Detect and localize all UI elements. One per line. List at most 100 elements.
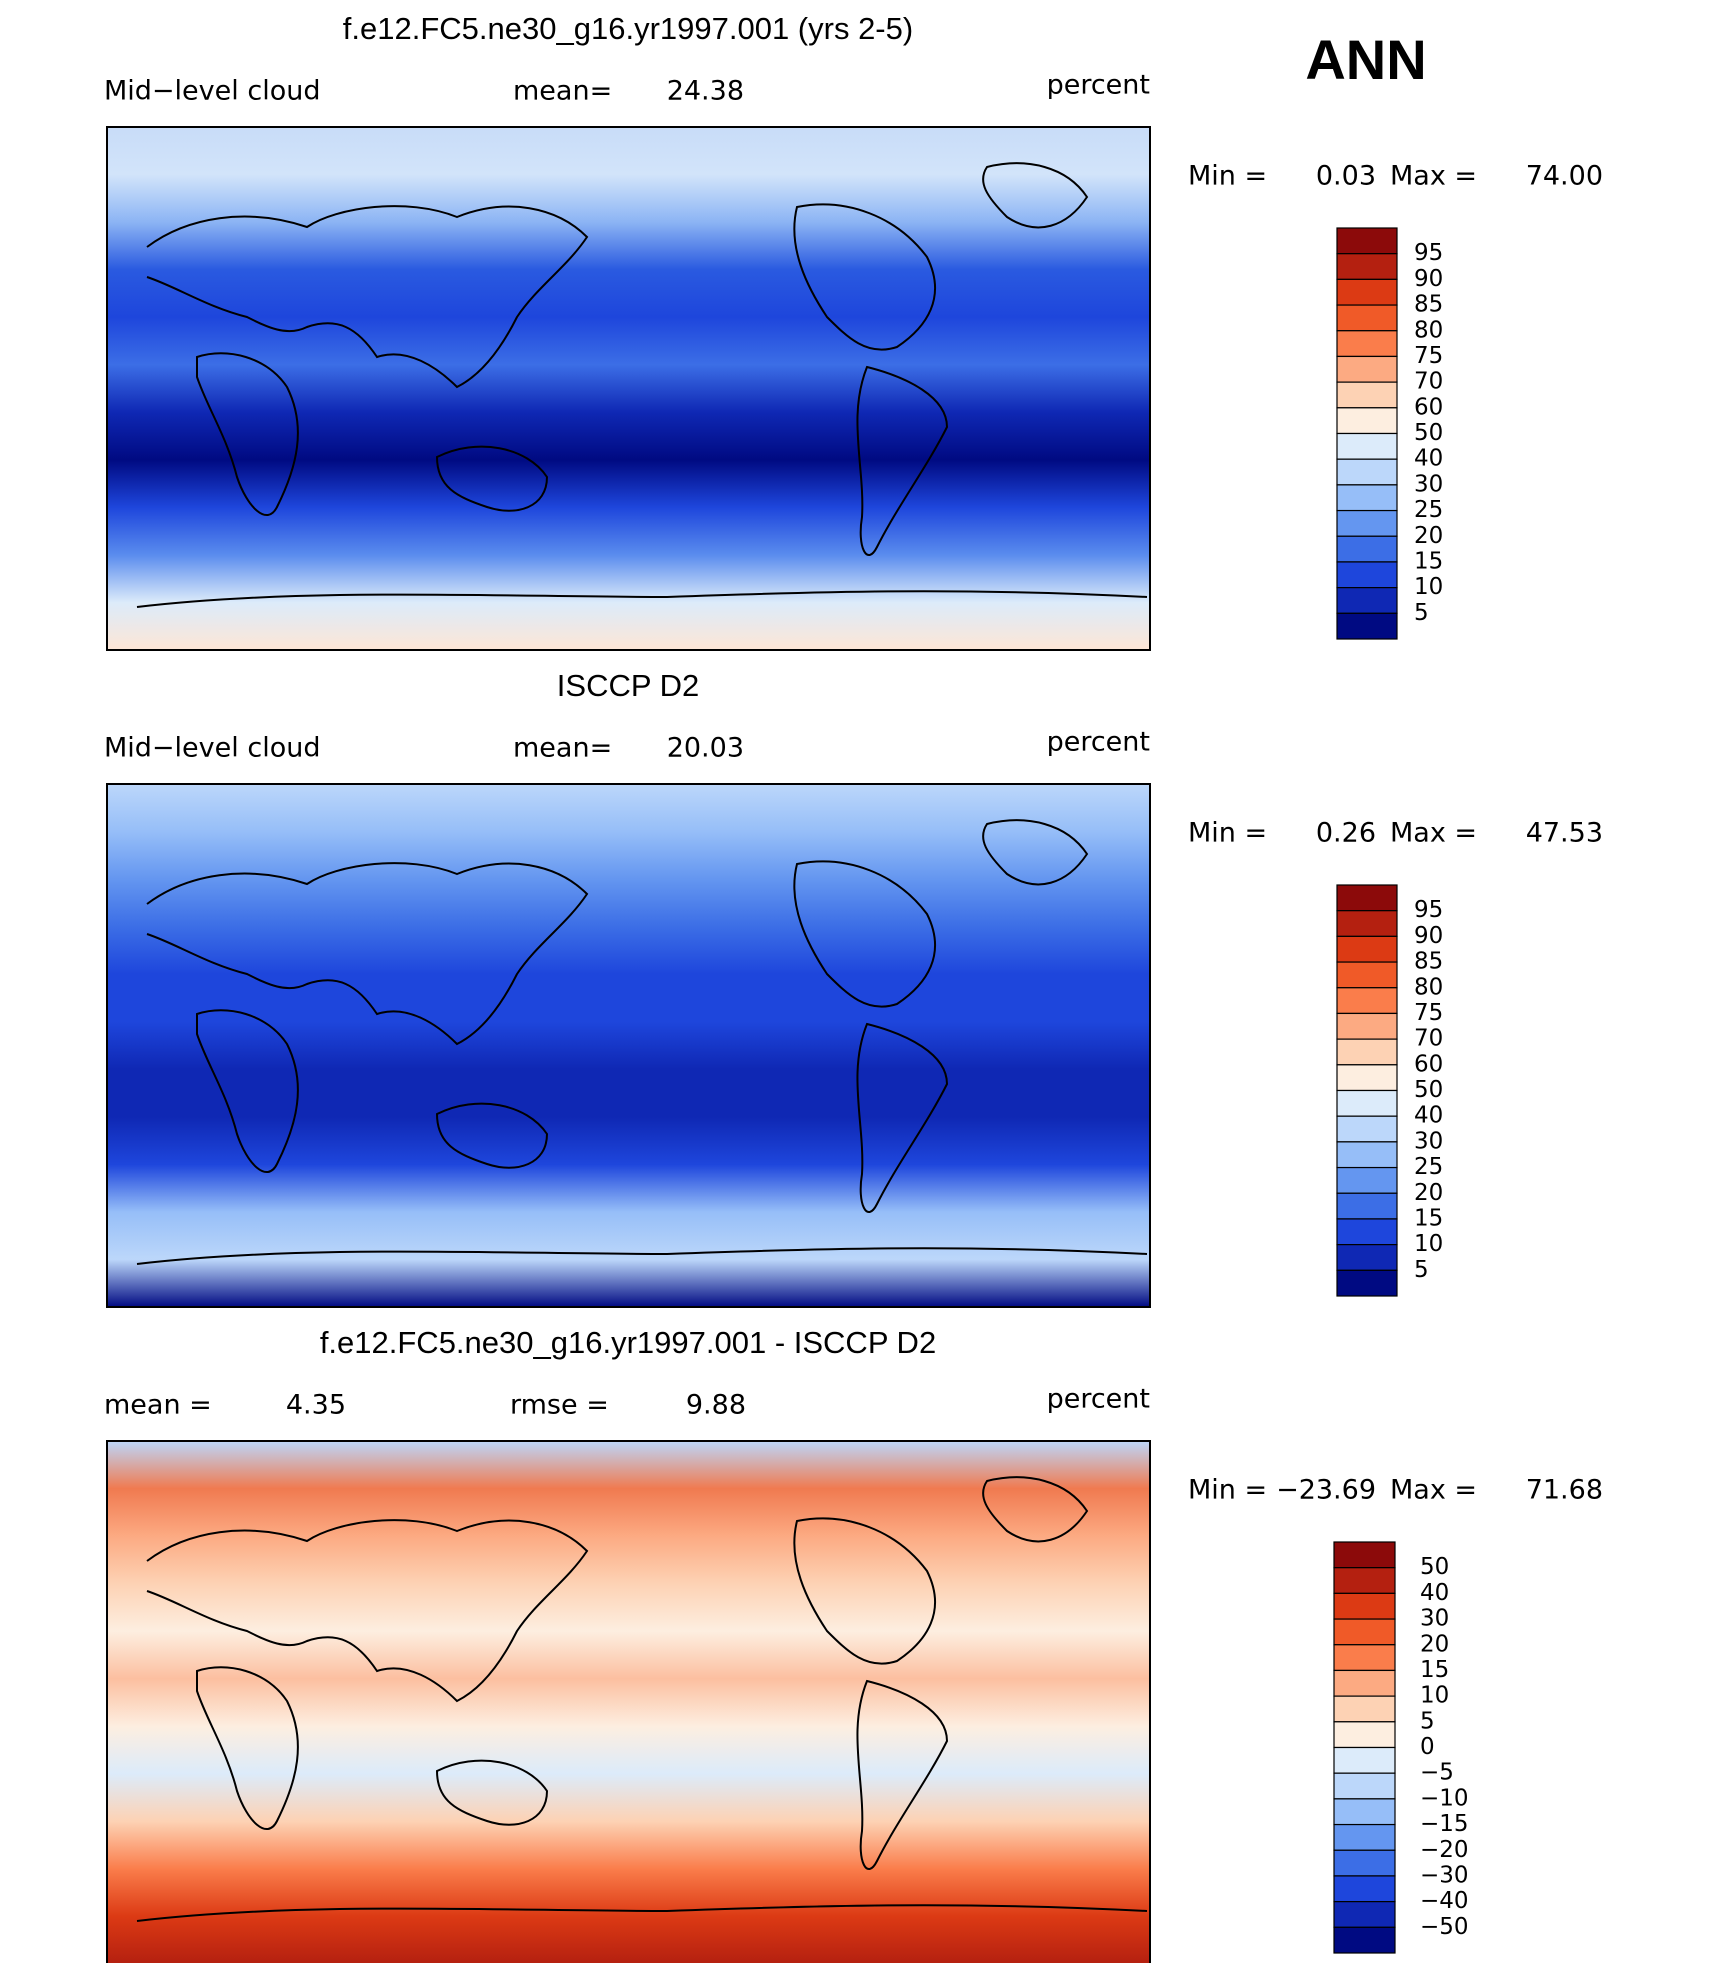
colorbar-box xyxy=(1336,304,1398,332)
colorbar-box xyxy=(1333,1926,1396,1954)
colorbar-label: 40 xyxy=(1414,1103,1443,1129)
colorbar-box xyxy=(1336,1141,1398,1169)
colorbar-label: 50 xyxy=(1414,1077,1443,1103)
min-value: 0.03 xyxy=(1316,161,1376,192)
panel-title: ISCCP D2 xyxy=(557,668,699,703)
colorbar-box xyxy=(1336,961,1398,989)
colorbar-label: 40 xyxy=(1420,1580,1449,1606)
colorbar-box xyxy=(1336,535,1398,563)
colorbar-box xyxy=(1336,612,1398,640)
colorbar-label: 20 xyxy=(1414,523,1443,549)
map-frame xyxy=(106,126,1151,651)
colorbar-label: 90 xyxy=(1414,923,1443,949)
colorbar-label: 25 xyxy=(1414,497,1443,523)
colorbar-label: 20 xyxy=(1414,1180,1443,1206)
colorbar-box xyxy=(1336,253,1398,280)
colorbar-label: 75 xyxy=(1414,343,1443,369)
season-label: ANN xyxy=(1305,28,1426,91)
colorbar-label: 5 xyxy=(1420,1708,1435,1734)
colorbar-label: 70 xyxy=(1414,1026,1443,1052)
colorbar-label: −15 xyxy=(1420,1811,1469,1837)
colorbar-box xyxy=(1333,1875,1396,1903)
colorbar-box xyxy=(1333,1644,1396,1672)
colorbar-box xyxy=(1336,587,1398,614)
colorbar-box xyxy=(1336,987,1398,1015)
colorbar-label: 80 xyxy=(1414,974,1443,1000)
colorbar-label: 50 xyxy=(1414,420,1443,446)
colorbar-label: 30 xyxy=(1420,1606,1449,1632)
colorbar-label: −40 xyxy=(1420,1888,1469,1914)
unit-label: percent xyxy=(1047,727,1150,758)
colorbar-label: 60 xyxy=(1414,1051,1443,1077)
colorbar-label: 90 xyxy=(1414,266,1443,292)
colorbar-box xyxy=(1336,1192,1398,1220)
colorbar-box xyxy=(1336,484,1398,512)
colorbar-label: 0 xyxy=(1420,1734,1435,1760)
stat-label: mean= xyxy=(513,733,612,764)
colorbar-box xyxy=(1336,1038,1398,1066)
colorbar-label: −30 xyxy=(1420,1862,1469,1888)
max-label: Max = xyxy=(1390,818,1477,849)
colorbar-box xyxy=(1336,407,1398,435)
colorbar-label: −10 xyxy=(1420,1785,1469,1811)
colorbar-label: −5 xyxy=(1420,1760,1454,1786)
min-value: 0.26 xyxy=(1316,818,1376,849)
colorbar-box xyxy=(1336,278,1398,306)
colorbar-label: 10 xyxy=(1414,1231,1443,1257)
colorbar-label: 85 xyxy=(1414,292,1443,318)
colorbar-label: 20 xyxy=(1420,1631,1449,1657)
colorbar-label: 25 xyxy=(1414,1154,1443,1180)
colorbar-box xyxy=(1336,381,1398,409)
colorbar-label: 10 xyxy=(1414,574,1443,600)
colorbar-label: 15 xyxy=(1420,1657,1449,1683)
colorbar-label: 80 xyxy=(1414,317,1443,343)
colorbar-box xyxy=(1336,561,1398,589)
colorbar-label: 30 xyxy=(1414,1128,1443,1154)
colorbar-box xyxy=(1336,355,1398,383)
left-value: 4.35 xyxy=(286,1390,346,1421)
colorbar-box xyxy=(1333,1592,1396,1620)
max-value: 47.53 xyxy=(1526,818,1603,849)
colorbar-box xyxy=(1336,1089,1398,1117)
colorbar-box xyxy=(1333,1746,1396,1774)
colorbar-box xyxy=(1336,910,1398,937)
left-label: Mid−level cloud xyxy=(104,733,320,764)
colorbar-label: −20 xyxy=(1420,1837,1469,1863)
left-label: Mid−level cloud xyxy=(104,76,320,107)
colorbar-label: 75 xyxy=(1414,1000,1443,1026)
min-label: Min = xyxy=(1188,1475,1267,1506)
colorbar-box xyxy=(1333,1823,1396,1851)
colorbar-label: 95 xyxy=(1414,897,1443,923)
colorbar-box xyxy=(1333,1695,1396,1723)
colorbar-box xyxy=(1336,1064,1398,1092)
colorbar-label: 15 xyxy=(1414,548,1443,574)
colorbar-label: 40 xyxy=(1414,446,1443,472)
colorbar-box xyxy=(1333,1901,1396,1928)
colorbar-box xyxy=(1333,1772,1396,1800)
stat-label: mean= xyxy=(513,76,612,107)
panel-title: f.e12.FC5.ne30_g16.yr1997.001 - ISCCP D2 xyxy=(320,1325,936,1360)
colorbar-box xyxy=(1336,1218,1398,1246)
map-field xyxy=(107,1441,1150,1963)
max-value: 71.68 xyxy=(1526,1475,1603,1506)
colorbar-box xyxy=(1333,1669,1396,1697)
colorbar-box xyxy=(1336,1115,1398,1143)
stat-label: rmse = xyxy=(510,1390,609,1421)
max-value: 74.00 xyxy=(1526,161,1603,192)
stat-value: 24.38 xyxy=(667,76,744,107)
colorbar-box xyxy=(1336,1244,1398,1271)
map-field xyxy=(107,127,1150,650)
colorbar-label: 30 xyxy=(1414,471,1443,497)
panel-title: f.e12.FC5.ne30_g16.yr1997.001 (yrs 2-5) xyxy=(343,11,913,46)
colorbar-label: 85 xyxy=(1414,949,1443,975)
colorbar-label: 15 xyxy=(1414,1205,1443,1231)
colorbar-box xyxy=(1336,330,1398,358)
colorbar-box xyxy=(1336,884,1398,912)
unit-label: percent xyxy=(1047,70,1150,101)
colorbar-box xyxy=(1333,1849,1396,1877)
colorbar-box xyxy=(1333,1541,1396,1569)
colorbar-label: 95 xyxy=(1414,240,1443,266)
colorbar-box xyxy=(1333,1798,1396,1826)
colorbar-box xyxy=(1336,509,1398,537)
